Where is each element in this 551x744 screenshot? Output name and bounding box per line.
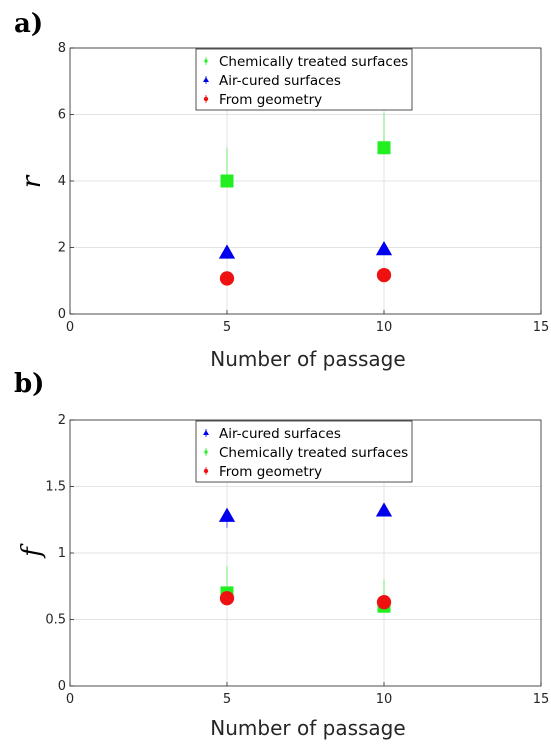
x-axis-label-a: Number of passage: [210, 347, 405, 371]
panel-b: b) 0 5 10 15 0 0.5 1 1.5 2 Air-cured surfaces Chem…: [14, 369, 549, 740]
legend-marker: [204, 59, 208, 63]
data-point: [218, 507, 236, 522]
plot-area-b: 0 5 10 15 0 0.5 1 1.5 2 Air-cured surfaces Chemica…: [45, 413, 549, 707]
series-air-cured-surfaces-b: [218, 502, 393, 528]
x-tick-label: 15: [533, 692, 550, 707]
x-tick-label: 0: [66, 320, 74, 335]
data-point: [375, 241, 393, 256]
legend-a: Chemically treated surfaces Air-cured sur…: [195, 48, 413, 111]
panel-a: a) 0 5 10 15 0 2 4 6 8 Chemically treated surface…: [14, 9, 549, 371]
data-point: [376, 595, 392, 610]
y-tick-label: 0.5: [45, 613, 66, 628]
legend-label: Air-cured surfaces: [219, 73, 341, 89]
legend-marker: [203, 96, 209, 102]
series-air-cured-surfaces-a: [218, 241, 393, 259]
data-point: [220, 174, 234, 188]
legend-marker: [204, 450, 208, 454]
y-axis-label-a: r: [17, 174, 47, 188]
y-tick-label: 2: [58, 413, 66, 428]
y-tick-label: 2: [58, 241, 66, 256]
x-tick-label: 5: [223, 692, 231, 707]
panel-a-label: a): [14, 9, 43, 39]
legend-marker: [203, 430, 209, 435]
y-tick-label: 1.5: [45, 480, 66, 495]
data-point: [218, 244, 236, 259]
series-chemically-treated-surfaces-a: [220, 112, 391, 188]
data-point: [219, 271, 235, 286]
legend-label: Chemically treated surfaces: [219, 54, 408, 70]
x-tick-label: 5: [223, 320, 231, 335]
legend-box: [195, 48, 413, 111]
legend-label: Air-cured surfaces: [219, 426, 341, 442]
data-point: [375, 502, 393, 517]
y-axis-label-b: f: [17, 543, 47, 559]
data-point: [376, 267, 392, 283]
legend-b: Air-cured surfaces Chemically treated sur…: [195, 420, 413, 483]
x-tick-label: 10: [376, 320, 393, 335]
data-point: [377, 141, 391, 155]
data-point: [219, 591, 235, 606]
series-from-geometry-b: [219, 591, 392, 610]
y-tick-label: 6: [58, 108, 66, 123]
legend-marker: [203, 77, 209, 82]
x-axis-label-b: Number of passage: [210, 716, 405, 740]
x-tick-label: 15: [533, 320, 550, 335]
y-tick-label: 4: [58, 174, 66, 189]
plot-area-a: 0 5 10 15 0 2 4 6 8 Chemically treated surfaces Ai…: [58, 41, 550, 335]
y-tick-label: 0: [58, 679, 66, 694]
y-tick-label: 0: [58, 307, 66, 322]
legend-box: [195, 420, 413, 483]
legend-marker: [203, 468, 209, 474]
legend-label: From geometry: [219, 464, 322, 480]
series-from-geometry-a: [219, 267, 392, 286]
x-tick-label: 0: [66, 692, 74, 707]
y-tick-label: 1: [58, 546, 66, 561]
legend-label: Chemically treated surfaces: [219, 445, 408, 461]
legend-label: From geometry: [219, 92, 322, 108]
x-tick-label: 10: [376, 692, 393, 707]
panel-b-label: b): [14, 369, 44, 399]
y-tick-label: 8: [58, 41, 66, 56]
